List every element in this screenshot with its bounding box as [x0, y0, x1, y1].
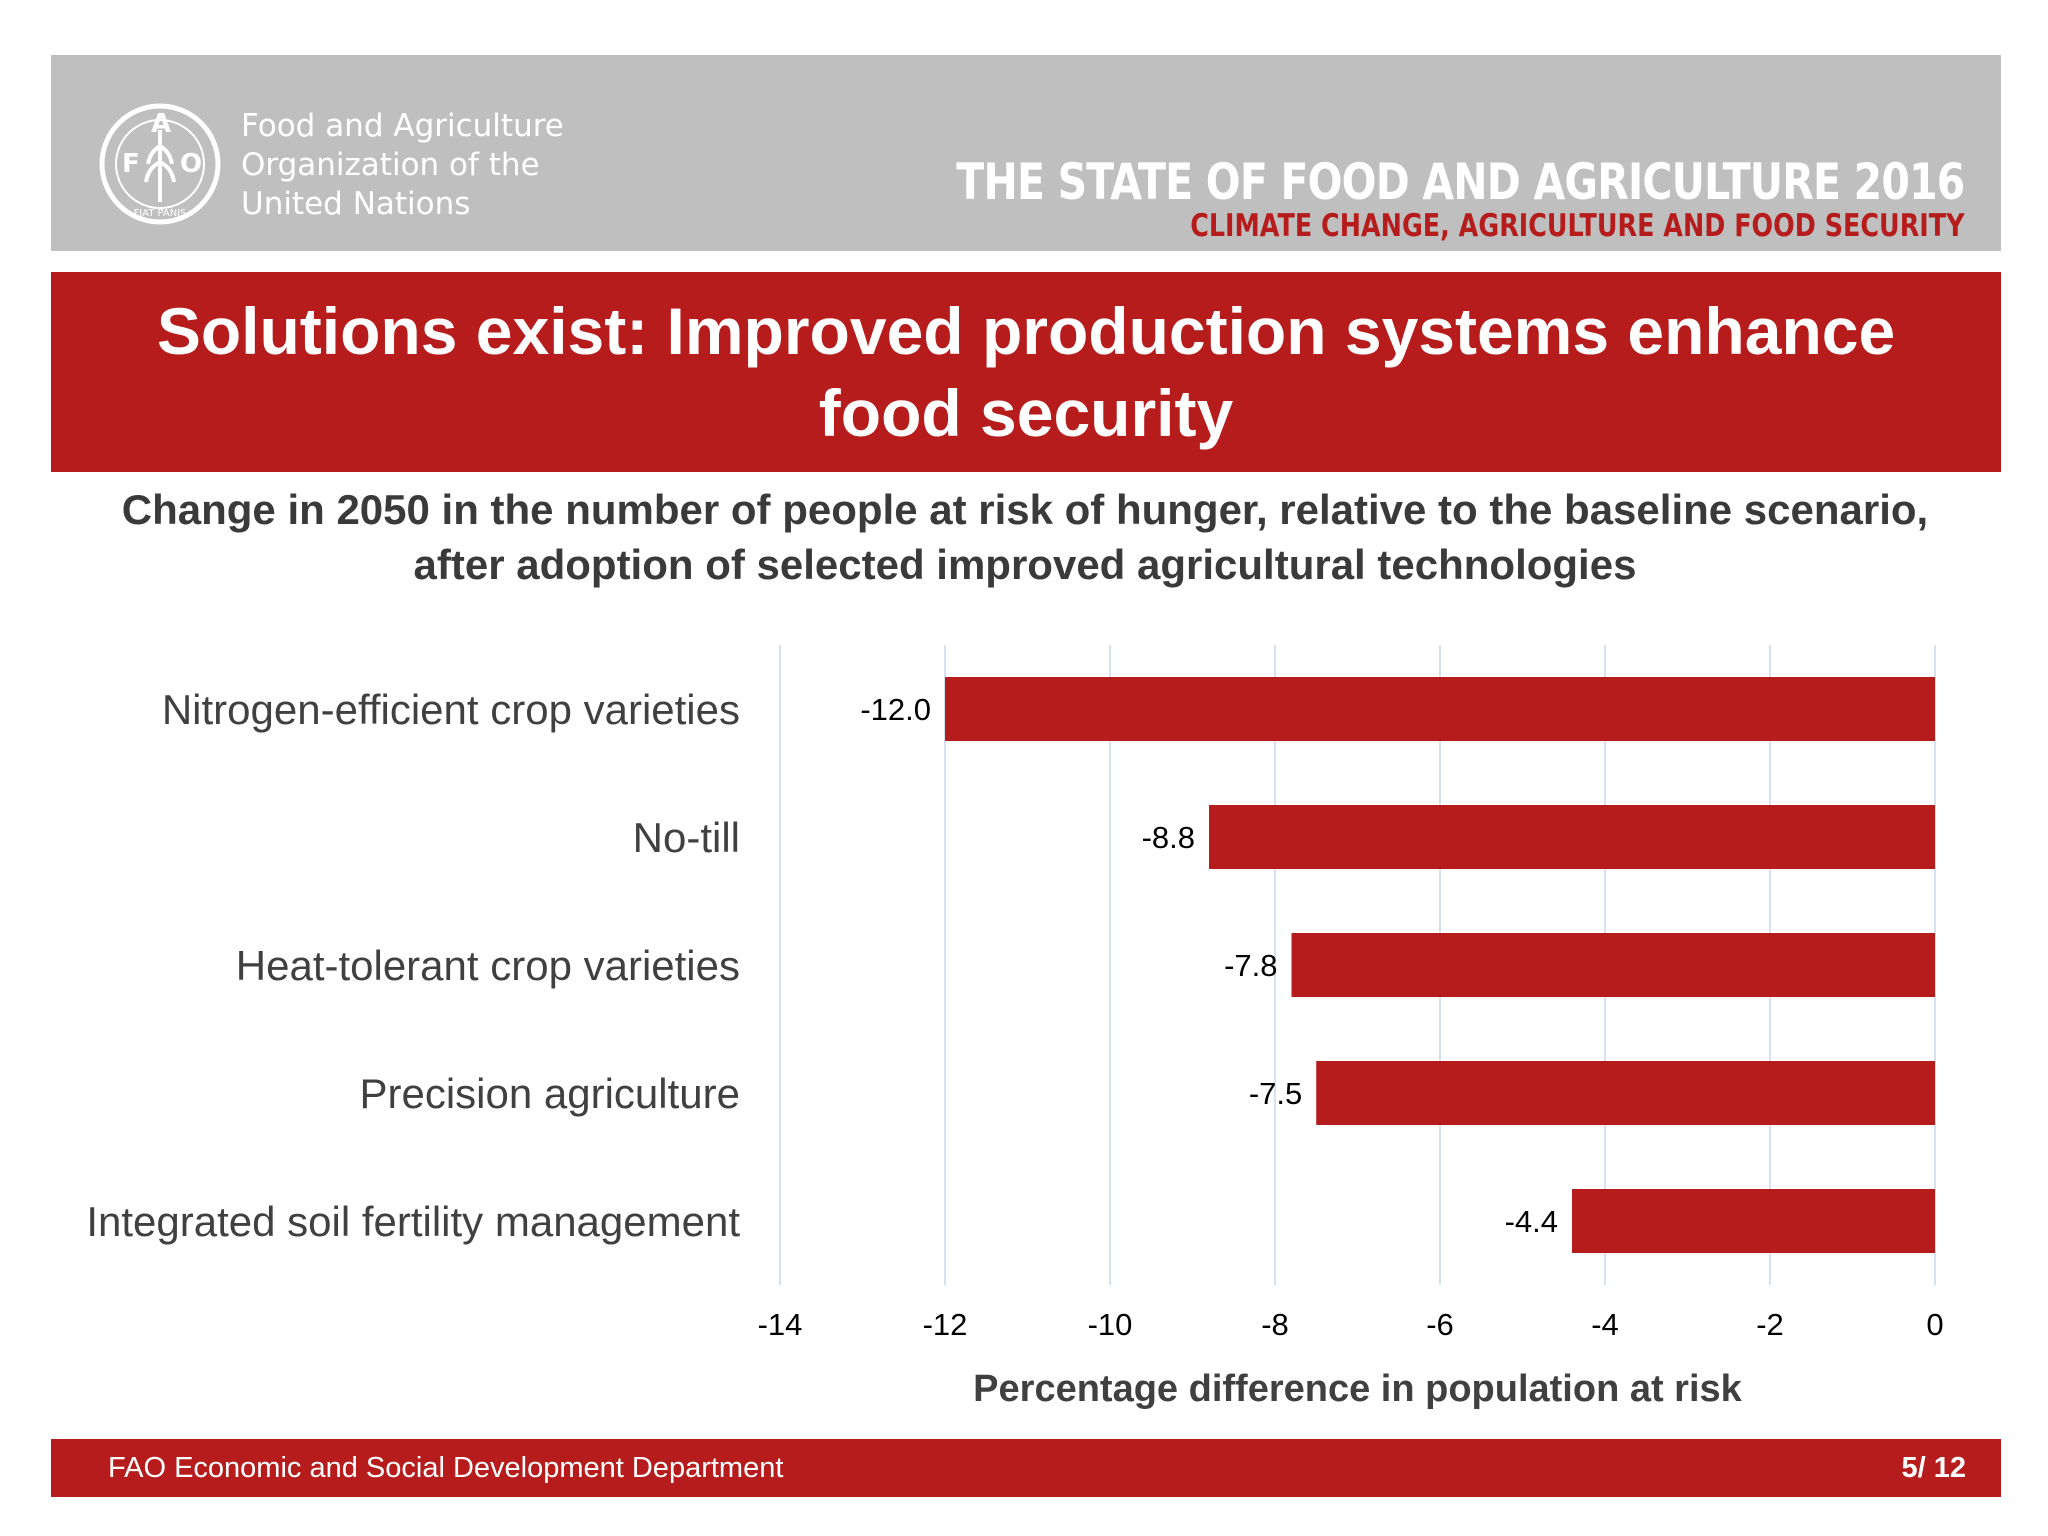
logo-letter-o: O	[180, 149, 202, 179]
org-name-line: Food and Agriculture	[241, 108, 564, 144]
bar	[1572, 1189, 1935, 1253]
logo-letter-f: F	[122, 149, 140, 179]
category-label: Integrated soil fertility management	[86, 1198, 740, 1245]
x-axis-title: Percentage difference in population at r…	[973, 1368, 1742, 1410]
logo-letter-a: A	[151, 109, 171, 139]
report-title: THE STATE OF FOOD AND AGRICULTURE 2016	[955, 153, 1965, 211]
data-label: -12.0	[860, 692, 931, 727]
fao-logo-icon: F A O FIAT PANIS	[99, 103, 221, 225]
footer-department: FAO Economic and Social Development Depa…	[108, 1452, 784, 1484]
category-label: Precision agriculture	[359, 1070, 740, 1117]
x-tick-label: -8	[1261, 1307, 1289, 1342]
x-tick-label: -12	[923, 1307, 968, 1342]
org-name-line: Organization of the	[241, 147, 540, 183]
x-tick-label: -10	[1088, 1307, 1133, 1342]
report-title-block: THE STATE OF FOOD AND AGRICULTURE 2016 C…	[955, 153, 1965, 244]
report-subtitle: CLIMATE CHANGE, AGRICULTURE AND FOOD SEC…	[1189, 208, 1964, 244]
category-label: No-till	[633, 814, 740, 861]
x-tick-label: -14	[758, 1307, 803, 1342]
data-label: -8.8	[1142, 820, 1195, 855]
header-banner: F A O FIAT PANIS Food and Agriculture Or…	[51, 55, 2001, 251]
bar	[1209, 805, 1935, 869]
data-label: -4.4	[1505, 1204, 1558, 1239]
footer-bar: FAO Economic and Social Development Depa…	[51, 1439, 2001, 1497]
bar-chart: Nitrogen-efficient crop varieties -12.0 No…	[86, 645, 1944, 1410]
org-name: Food and Agriculture Organization of the…	[241, 107, 564, 224]
category-label: Nitrogen-efficient crop varieties	[162, 686, 740, 733]
bar	[1316, 1061, 1935, 1125]
logo-motto: FIAT PANIS	[133, 208, 186, 219]
x-tick-label: -4	[1591, 1307, 1619, 1342]
slide-title: Solutions exist: Improved production sys…	[156, 294, 1896, 450]
slide-title-bar: Solutions exist: Improved production sys…	[51, 272, 2001, 472]
page-number: 5/ 12	[1901, 1452, 1967, 1484]
org-name-line: United Nations	[241, 186, 471, 222]
bar	[945, 677, 1935, 741]
chart-subtitle: Change in 2050 in the number of people a…	[121, 486, 1929, 588]
data-label: -7.8	[1224, 948, 1277, 983]
bar	[1291, 933, 1935, 997]
category-label: Heat-tolerant crop varieties	[236, 942, 740, 989]
data-label: -7.5	[1249, 1076, 1302, 1111]
x-tick-label: -2	[1756, 1307, 1784, 1342]
x-tick-label: -6	[1426, 1307, 1454, 1342]
x-tick-label: 0	[1926, 1307, 1943, 1342]
